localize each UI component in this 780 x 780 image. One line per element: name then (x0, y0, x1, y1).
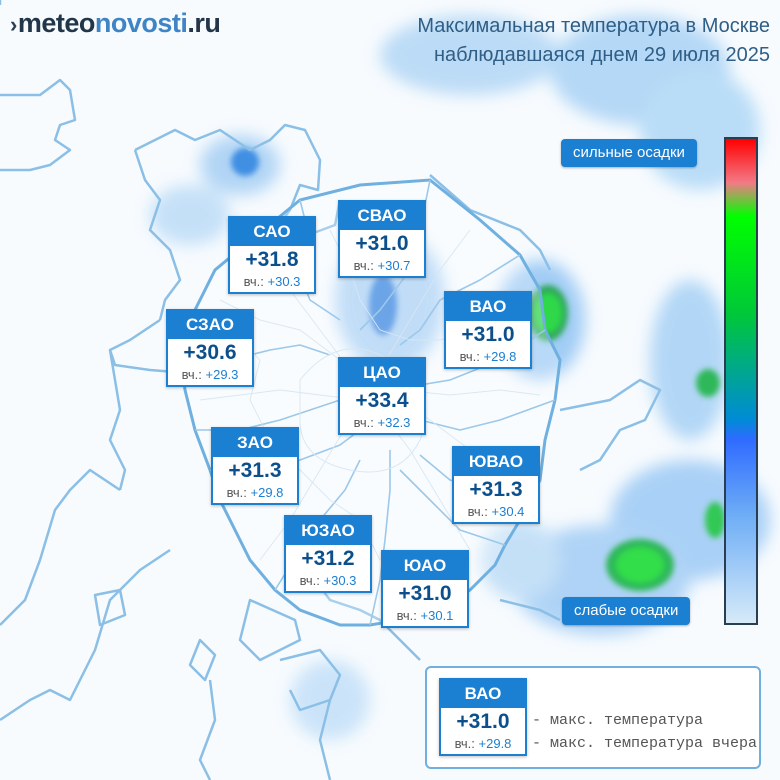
legend-example-name: ВАО (441, 680, 525, 708)
site-logo[interactable]: ›meteonovosti.ru (10, 8, 221, 39)
district-max-temp: +31.3 (469, 478, 523, 501)
yesterday-label: вч.: (226, 485, 247, 500)
district-max-temp: +31.0 (461, 323, 515, 346)
district-name: ЮАО (383, 552, 467, 580)
legend-max-temp-desc: - макс. температура (532, 712, 704, 729)
district-yesterday: вч.: +30.3 (230, 274, 314, 292)
yesterday-label: вч.: (353, 258, 374, 273)
logo-text-meteo: meteo (17, 8, 96, 38)
district-card-szao: СЗАО +30.6 вч.: +29.3 (166, 309, 254, 387)
yesterday-value: +30.3 (267, 274, 301, 289)
yesterday-label: вч.: (299, 573, 320, 588)
district-yesterday: вч.: +29.8 (213, 485, 297, 503)
district-max-temp: +31.0 (398, 582, 452, 605)
yesterday-value: +29.8 (483, 349, 517, 364)
yesterday-value: +29.8 (250, 485, 284, 500)
district-max-temp: +33.4 (355, 389, 409, 412)
yesterday-label: вч.: (467, 504, 488, 519)
yesterday-label: вч.: (353, 415, 374, 430)
district-card-svao: СВАО +31.0 вч.: +30.7 (338, 200, 426, 278)
district-name: САО (230, 218, 314, 246)
district-yesterday: вч.: +29.3 (168, 367, 252, 385)
logo-text-domain: .ru (187, 8, 221, 38)
district-yesterday: вч.: +30.4 (454, 504, 538, 522)
yesterday-value: +29.3 (205, 367, 239, 382)
yesterday-value: +32.3 (377, 415, 411, 430)
district-yesterday: вч.: +29.8 (446, 349, 530, 367)
district-name: СВАО (340, 202, 424, 230)
yesterday-value: +30.1 (420, 608, 454, 623)
district-card-cao: ЦАО +33.4 вч.: +32.3 (338, 357, 426, 435)
legend-example-temp: +31.0 (456, 710, 510, 733)
district-card-yuzao: ЮЗАО +31.2 вч.: +30.3 (284, 515, 372, 593)
yesterday-label: вч.: (243, 274, 264, 289)
yesterday-label: вч.: (396, 608, 417, 623)
legend-box: ВАО +31.0 вч.: +29.8 - макс. температура… (425, 666, 761, 769)
district-max-temp: +31.8 (245, 248, 299, 271)
map-title: Максимальная температура в Москве наблюд… (417, 12, 770, 70)
legend-yesterday-desc: - макс. температура вчера (532, 735, 758, 752)
district-max-temp: +30.6 (183, 341, 237, 364)
district-name: ЗАО (213, 429, 297, 457)
precipitation-scale-bar (724, 137, 758, 625)
map-title-line1: Максимальная температура в Москве (417, 15, 770, 37)
yesterday-value: +29.8 (478, 736, 512, 751)
district-yesterday: вч.: +32.3 (340, 415, 424, 433)
district-name: СЗАО (168, 311, 252, 339)
district-yesterday: вч.: +30.7 (340, 258, 424, 276)
yesterday-label: вч.: (454, 736, 475, 751)
region-boundaries (0, 0, 662, 780)
district-yesterday: вч.: +30.1 (383, 608, 467, 626)
district-max-temp: +31.2 (301, 547, 355, 570)
legend-example-yesterday: вч.: +29.8 (441, 736, 525, 754)
logo-mark: › (10, 12, 17, 37)
district-card-yuao: ЮАО +31.0 вч.: +30.1 (381, 550, 469, 628)
scale-label-heavy: сильные осадки (561, 139, 697, 167)
yesterday-label: вч.: (181, 367, 202, 382)
district-card-zao: ЗАО +31.3 вч.: +29.8 (211, 427, 299, 505)
district-card-vao: ВАО +31.0 вч.: +29.8 (444, 291, 532, 369)
legend-example-card: ВАО +31.0 вч.: +29.8 (439, 678, 527, 756)
scale-label-light: слабые осадки (562, 597, 691, 625)
district-name: ВАО (446, 293, 530, 321)
yesterday-value: +30.4 (491, 504, 525, 519)
logo-text-novosti: novosti (94, 8, 188, 38)
district-card-yuvao: ЮВАО +31.3 вч.: +30.4 (452, 446, 540, 524)
yesterday-value: +30.3 (323, 573, 357, 588)
district-name: ЮЗАО (286, 517, 370, 545)
district-max-temp: +31.0 (355, 232, 409, 255)
district-name: ЦАО (340, 359, 424, 387)
district-name: ЮВАО (454, 448, 538, 476)
map-title-line2: наблюдавшаяся днем 29 июля 2025 (434, 44, 770, 66)
district-yesterday: вч.: +30.3 (286, 573, 370, 591)
district-max-temp: +31.3 (228, 459, 282, 482)
district-card-sao: САО +31.8 вч.: +30.3 (228, 216, 316, 294)
yesterday-value: +30.7 (377, 258, 411, 273)
yesterday-label: вч.: (459, 349, 480, 364)
